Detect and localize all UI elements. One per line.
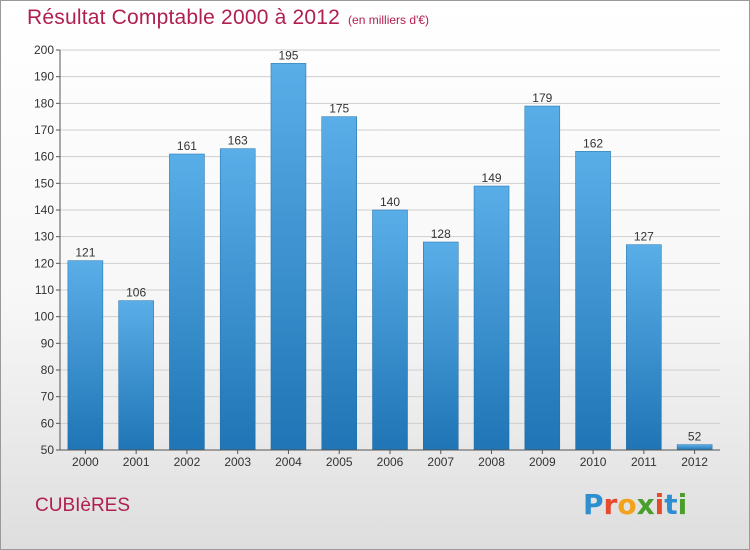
data-label-2005: 175 (329, 102, 349, 116)
x-tick-label-2006: 2006 (377, 455, 404, 469)
y-tick-label: 170 (34, 123, 54, 137)
logo-letter: r (603, 488, 618, 521)
data-label-2009: 179 (532, 91, 552, 105)
y-tick-label: 160 (34, 150, 54, 164)
bar-2012 (676, 444, 713, 451)
y-axis: 50 60 70 80 90 100 110 120 130 140 150 160 170 180 190… (34, 43, 61, 457)
y-tick-label: 140 (34, 203, 54, 217)
bar-2005 (321, 116, 357, 451)
bar-2000 (67, 260, 104, 451)
x-tick-label-2012: 2012 (681, 455, 708, 469)
bar-2006 (372, 209, 408, 451)
y-tick-label: 100 (34, 310, 54, 324)
logo-letter: i (677, 488, 688, 521)
data-label-2012: 52 (688, 430, 702, 444)
x-axis: 2000 2001 2002 2003 2004 2005 2006 2007 2008 2009… (60, 449, 720, 469)
chart-title: Résultat Comptable 2000 à 2012 (27, 6, 341, 29)
data-label-2010: 162 (583, 136, 603, 150)
y-tick-label: 80 (41, 363, 55, 377)
bar-2002 (169, 153, 205, 451)
data-label-2006: 140 (380, 195, 400, 209)
y-tick-label: 60 (41, 416, 55, 430)
bar-2010 (575, 151, 611, 451)
x-tick-label-2007: 2007 (427, 455, 454, 469)
bar-2003 (219, 148, 256, 451)
bar-2004 (270, 63, 307, 451)
y-tick-label: 110 (35, 283, 54, 297)
data-label-2002: 161 (177, 139, 197, 153)
y-tick-label: 120 (34, 256, 54, 270)
proxiti-logo: Proxiti (583, 488, 687, 521)
y-tick-label: 150 (34, 176, 54, 190)
y-tick-label: 130 (34, 230, 54, 244)
x-tick-label-2011: 2011 (631, 455, 657, 469)
data-label-2001: 106 (126, 286, 146, 300)
bar-2011 (626, 244, 662, 451)
logo-letter: i (654, 488, 665, 521)
chart-subtitle: (en milliers d'€) (348, 13, 430, 27)
data-label-2007: 128 (431, 227, 451, 241)
bar-2008 (473, 185, 510, 451)
x-tick-label-2000: 2000 (72, 455, 99, 469)
bar-2001 (118, 300, 154, 451)
logo-letter: o (617, 488, 637, 521)
x-tick-label-2010: 2010 (580, 455, 607, 469)
y-tick-label: 190 (34, 70, 54, 84)
logo-letter: t (664, 488, 678, 521)
data-label-2004: 195 (278, 48, 298, 62)
chart-title-row: Résultat Comptable 2000 à 2012 (en millie… (27, 6, 429, 30)
y-tick-label: 70 (41, 390, 55, 404)
y-tick-label: 90 (41, 336, 55, 350)
y-tick-label: 180 (34, 96, 54, 110)
x-tick-label-2004: 2004 (275, 455, 302, 469)
x-tick-label-2003: 2003 (224, 455, 251, 469)
data-label-2003: 163 (228, 134, 248, 148)
logo-letter: x (636, 488, 655, 521)
x-tick-label-2002: 2002 (174, 455, 201, 469)
data-label-2008: 149 (482, 171, 502, 185)
bars: 121 106 161 163 195 175 140 128 149 179 162 127 52 (67, 48, 713, 451)
x-tick-label-2001: 2001 (123, 455, 150, 469)
bar-2009 (524, 105, 561, 451)
x-tick-label-2008: 2008 (478, 455, 505, 469)
y-tick-label: 50 (41, 443, 55, 457)
x-tick-label-2005: 2005 (326, 455, 353, 469)
data-label-2011: 127 (634, 230, 654, 244)
commune-name: CUBIèRES (35, 495, 131, 516)
data-label-2000: 121 (75, 246, 95, 260)
logo-letter: P (583, 488, 604, 521)
bar-2007 (423, 241, 459, 451)
y-tick-label: 200 (34, 43, 54, 57)
x-tick-label-2009: 2009 (529, 455, 556, 469)
